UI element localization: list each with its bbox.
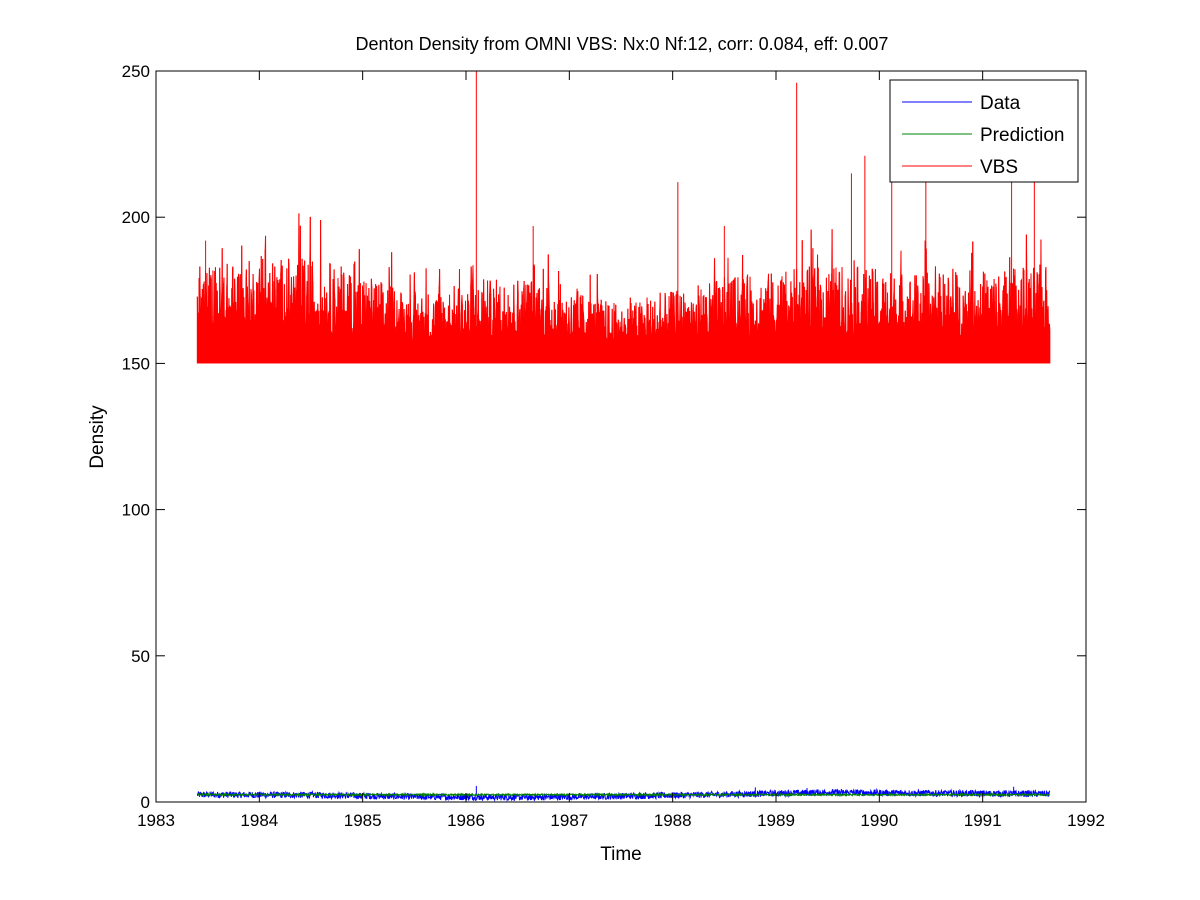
y-tick-label: 150: [122, 354, 150, 373]
y-tick-label: 200: [122, 208, 150, 227]
y-tick-label: 100: [122, 501, 150, 520]
chart-title: Denton Density from OMNI VBS: Nx:0 Nf:12…: [356, 34, 889, 54]
x-tick-label: 1988: [654, 811, 692, 830]
series-data-line: [196, 787, 1051, 803]
x-tick-label: 1985: [344, 811, 382, 830]
legend-entries: Data Prediction VBS: [902, 93, 1065, 178]
series-vbs-line: [196, 213, 1051, 348]
plot-area: [156, 71, 1086, 802]
x-tick-label: 1990: [860, 811, 898, 830]
legend-box: [889, 79, 1079, 183]
x-tick-label: 1989: [757, 811, 795, 830]
y-axis-label: Density: [87, 405, 108, 469]
series-layer: [196, 71, 1051, 803]
y-tick-label: 50: [131, 647, 150, 666]
legend-label-data: Data: [980, 93, 1021, 114]
axes-box: [155, 70, 1087, 803]
series-prediction-group: [197, 792, 1051, 798]
x-tick-label: 1984: [240, 811, 278, 830]
x-tick-label: 1992: [1067, 811, 1105, 830]
legend-label-vbs: VBS: [980, 157, 1018, 178]
series-data-group: [196, 785, 1051, 803]
series-vbs-group: [196, 71, 1051, 364]
legend-label-prediction: Prediction: [980, 125, 1065, 146]
y-tick-label: 0: [141, 793, 150, 812]
x-tick-label: 1987: [550, 811, 588, 830]
series-prediction-line: [197, 792, 1051, 798]
x-tick-label: 1986: [447, 811, 485, 830]
x-tick-label: 1983: [137, 811, 175, 830]
x-tick-label: 1991: [964, 811, 1002, 830]
legend: Data Prediction VBS: [889, 79, 1079, 183]
y-tick-label: 250: [122, 62, 150, 81]
x-axis-label: Time: [600, 844, 642, 865]
ticks-layer: 1983 1984 1985 1986 1987 1988 1989 1990 1991 1992…: [122, 62, 1105, 830]
